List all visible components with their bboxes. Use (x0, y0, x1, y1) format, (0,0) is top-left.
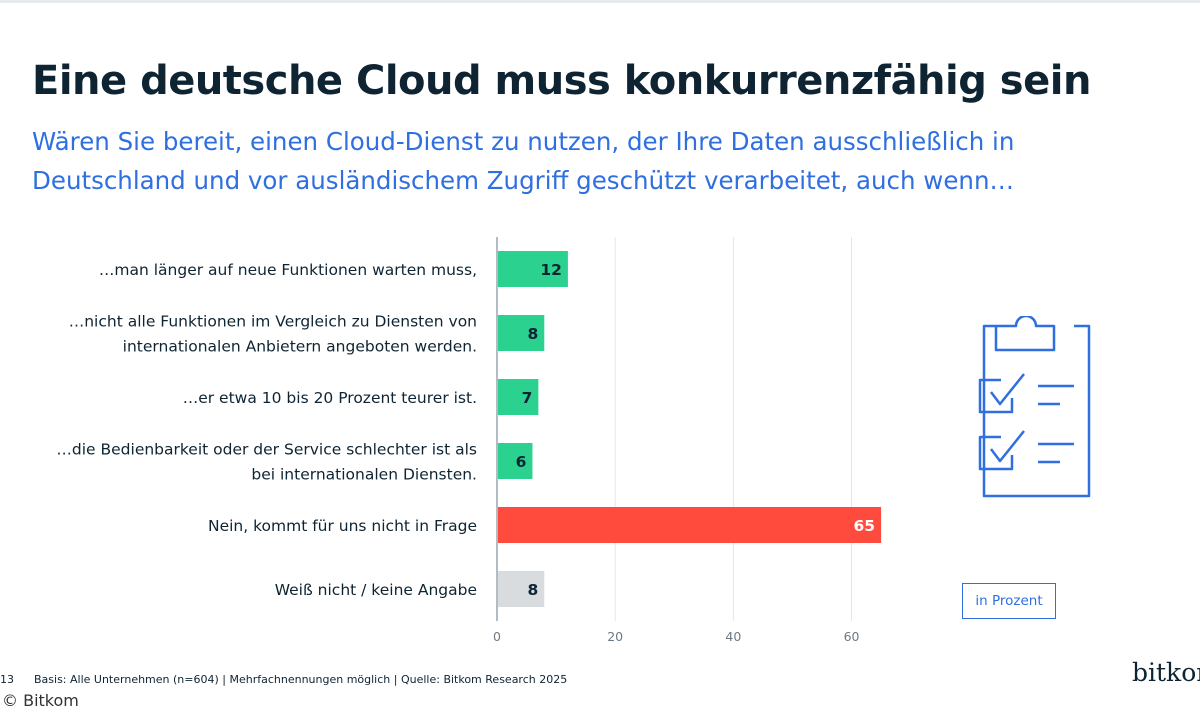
bar-value-label: 12 (540, 261, 562, 279)
page-title: Eine deutsche Cloud muss konkurrenzfähig… (32, 58, 1091, 104)
bar-value-label: 65 (854, 517, 876, 535)
x-tick-label: 0 (493, 629, 501, 644)
bar (498, 315, 545, 351)
category-label: …die Bedienbarkeit oder der Service schl… (56, 441, 477, 484)
top-divider (0, 0, 1200, 3)
category-label: …er etwa 10 bis 20 Prozent teurer ist. (183, 389, 477, 407)
bar-value-label: 8 (527, 325, 538, 343)
bar-value-label: 8 (527, 581, 538, 599)
source-footnote: Basis: Alle Unternehmen (n=604) | Mehrfa… (34, 673, 568, 686)
bar (498, 379, 539, 415)
category-label: Nein, kommt für uns nicht in Frage (208, 517, 477, 535)
bar (498, 251, 568, 287)
category-label: …man länger auf neue Funktionen warten m… (99, 261, 477, 279)
x-tick-label: 40 (725, 629, 741, 644)
unit-legend: in Prozent (962, 583, 1056, 619)
page-number: 13 (0, 673, 14, 686)
x-tick-label: 60 (844, 629, 860, 644)
x-tick-label: 20 (607, 629, 623, 644)
category-label: …nicht alle Funktionen im Vergleich zu D… (69, 313, 477, 356)
bitkom-logo: bitkom (1132, 658, 1200, 687)
question-subtitle: Wären Sie bereit, einen Cloud-Dienst zu … (32, 127, 1015, 195)
category-label: Weiß nicht / keine Angabe (275, 581, 477, 599)
bar (498, 507, 882, 543)
clipboard-checklist-icon (956, 314, 1096, 505)
bar-value-label: 6 (516, 453, 527, 471)
copyright-notice: © Bitkom (0, 690, 85, 712)
bar-value-label: 7 (522, 389, 533, 407)
bar (498, 443, 533, 479)
bar (498, 571, 545, 607)
